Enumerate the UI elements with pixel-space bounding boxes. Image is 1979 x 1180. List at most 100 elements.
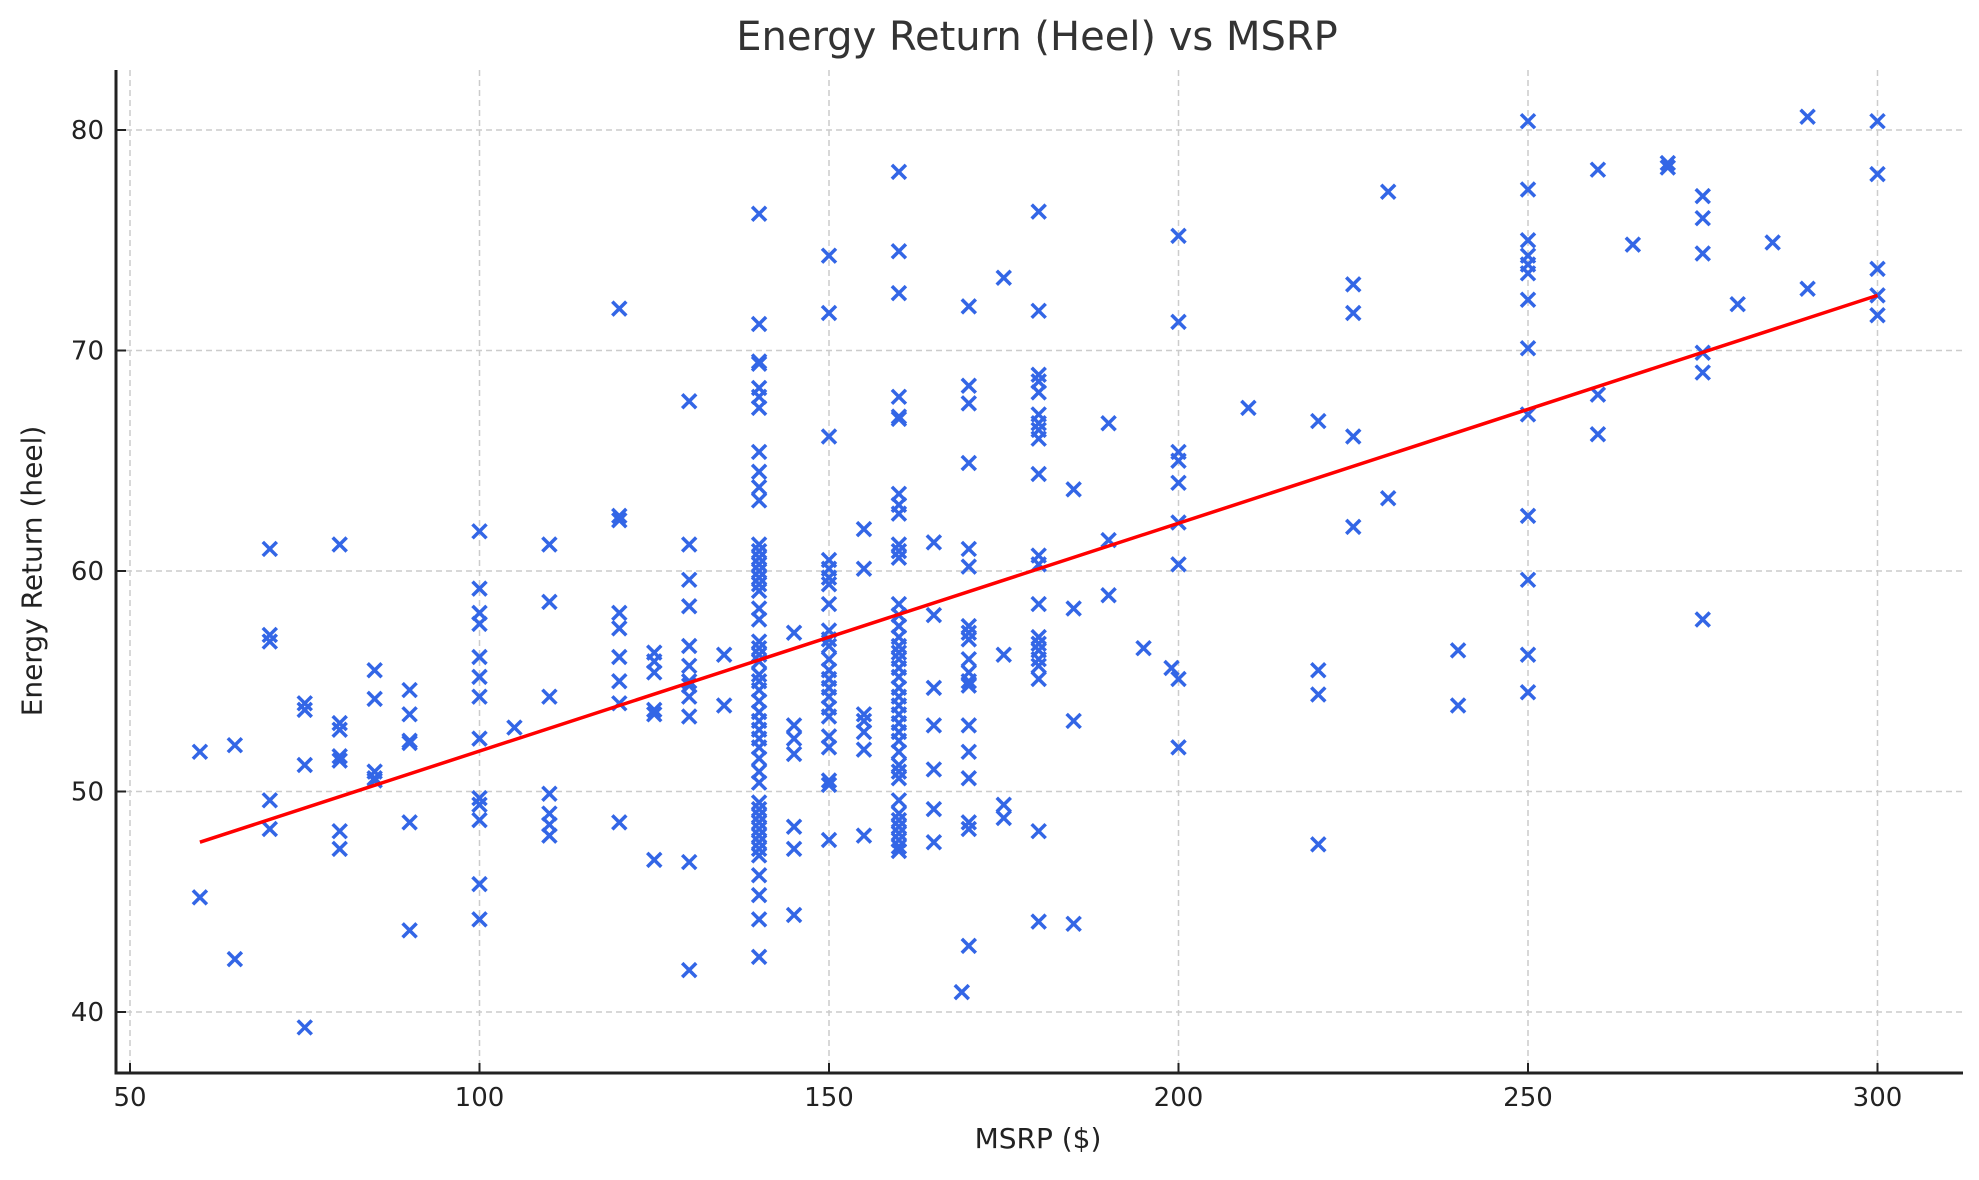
x-marker-icon [995,809,1012,827]
x-marker-icon [1135,639,1152,657]
x-marker-icon [960,617,978,635]
x-marker-icon [1030,628,1047,646]
x-axis-ticks: 50 100 150 200 250 300 [113,1063,1902,1113]
x-marker-icon [646,851,663,869]
x-marker-icon [925,606,943,624]
x-marker-icon [471,580,488,597]
x-marker-icon [1170,227,1187,245]
x-marker-icon [191,743,209,761]
x-marker-icon [1345,518,1362,536]
x-marker-icon [960,454,978,472]
x-marker-icon [1310,412,1327,430]
x-marker-icon [820,428,838,445]
x-marker-icon [1030,430,1047,447]
x-marker-icon [471,730,488,747]
x-marker-icon [1519,232,1537,249]
x-marker-icon [925,679,943,697]
x-marker-icon [750,205,768,223]
x-marker-icon [261,792,279,809]
x-marker-icon [890,549,908,567]
x-marker-icon [750,774,768,791]
x-marker-icon [1799,280,1816,297]
x-marker-icon [890,770,908,787]
x-marker-icon [1170,556,1187,573]
x-marker-icon [890,838,908,855]
x-marker-icon [750,463,768,481]
x-marker-icon [541,688,558,705]
x-marker-icon [750,478,768,496]
x-marker-icon [820,595,838,613]
x-tick-label: 300 [1853,1083,1903,1113]
x-marker-icon [890,637,908,655]
x-marker-icon [471,789,488,807]
x-marker-icon [1449,697,1467,714]
x-marker-icon [960,717,978,734]
x-marker-icon [471,911,488,928]
x-marker-icon [750,814,768,831]
x-marker-icon [1030,650,1047,668]
x-marker-icon [611,673,628,690]
x-marker-icon [541,593,558,611]
x-marker-icon [226,950,244,968]
x-marker-icon [890,243,908,260]
x-marker-icon [890,756,908,774]
x-marker-icon [296,695,313,712]
x-marker-icon [820,304,838,322]
x-marker-icon [1449,642,1467,659]
x-marker-icon [680,853,698,871]
x-marker-icon [960,631,978,648]
x-marker-icon [960,820,978,838]
x-marker-icon [331,747,348,765]
x-marker-icon [750,867,768,884]
x-marker-icon [1589,161,1607,178]
x-marker-icon [785,624,803,641]
x-marker-icon [750,315,768,333]
x-marker-icon [890,842,908,860]
x-marker-icon [1030,657,1047,675]
x-marker-icon [541,785,558,802]
x-marker-icon [1694,209,1711,227]
x-marker-icon [960,540,978,558]
x-marker-icon [331,822,348,840]
x-marker-icon [750,556,768,573]
x-marker-icon [541,536,558,553]
x-marker-icon [925,761,943,778]
x-marker-icon [1519,646,1537,664]
x-tick-label: 150 [804,1083,854,1113]
x-marker-icon [890,811,908,829]
x-marker-icon [331,721,348,738]
x-marker-icon [1345,428,1362,445]
x-marker-icon [820,739,838,756]
x-marker-icon [611,604,628,622]
x-marker-icon [750,399,768,417]
x-marker-icon [960,395,978,412]
x-marker-icon [1519,340,1537,357]
x-marker-icon [1519,265,1537,282]
x-marker-icon [890,792,908,809]
x-tick-label: 100 [455,1083,505,1113]
y-axis-ticks: 40 50 60 70 80 [71,116,126,1028]
x-marker-icon [785,840,803,858]
x-marker-icon [471,523,488,540]
x-marker-icon [1519,684,1537,701]
x-marker-icon [715,646,733,664]
x-marker-icon [680,536,698,553]
x-marker-icon [750,633,768,650]
x-marker-icon [960,558,978,575]
x-marker-icon [1030,384,1047,401]
x-marker-icon [925,800,943,818]
x-marker-icon [261,626,279,644]
x-marker-icon [890,644,908,661]
x-marker-icon [1030,366,1047,383]
x-marker-icon [1345,304,1362,322]
x-marker-icon [611,620,628,637]
x-marker-icon [1030,415,1047,432]
x-marker-icon [1030,465,1047,483]
x-marker-icon [1519,112,1537,130]
x-marker-icon [1869,112,1886,130]
x-marker-icon [1694,364,1711,381]
x-marker-icon [471,688,488,705]
y-tick-label: 80 [71,116,104,146]
x-marker-icon [750,807,768,824]
x-marker-icon [995,796,1012,813]
